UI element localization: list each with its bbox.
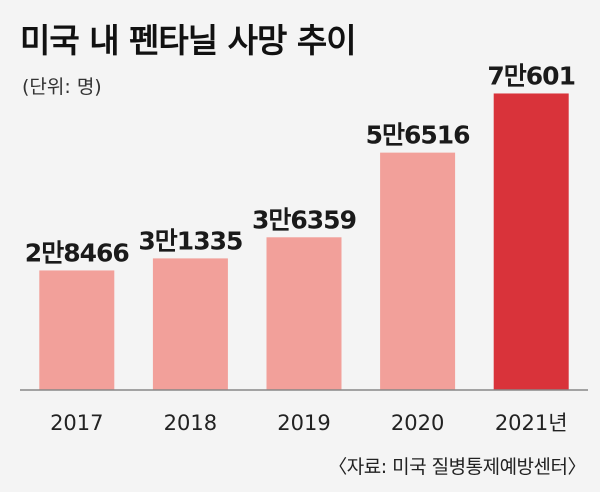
bar-2020	[380, 152, 456, 390]
x-tick-label: 2020	[391, 411, 444, 435]
value-label: 3만6359	[252, 205, 356, 234]
value-label: 2만8466	[25, 238, 130, 267]
x-tick-label: 2017	[50, 411, 103, 435]
chart-title: 미국 내 펜타닐 사망 추이	[20, 21, 357, 60]
bar-2018	[152, 258, 228, 390]
bar-2019	[266, 237, 342, 390]
value-label: 7만601	[487, 61, 575, 90]
x-tick-label: 2018	[164, 411, 217, 435]
source-note: 〈자료: 미국 질병통제예방센터〉	[328, 456, 586, 478]
value-label: 3만1335	[138, 226, 242, 255]
value-label: 5만6516	[366, 121, 471, 150]
bar-2021년	[493, 93, 569, 390]
unit-label: (단위: 명)	[22, 76, 102, 98]
bar-2017	[39, 270, 115, 390]
x-tick-label: 2021년	[495, 411, 568, 435]
x-tick-label: 2019	[277, 411, 330, 435]
